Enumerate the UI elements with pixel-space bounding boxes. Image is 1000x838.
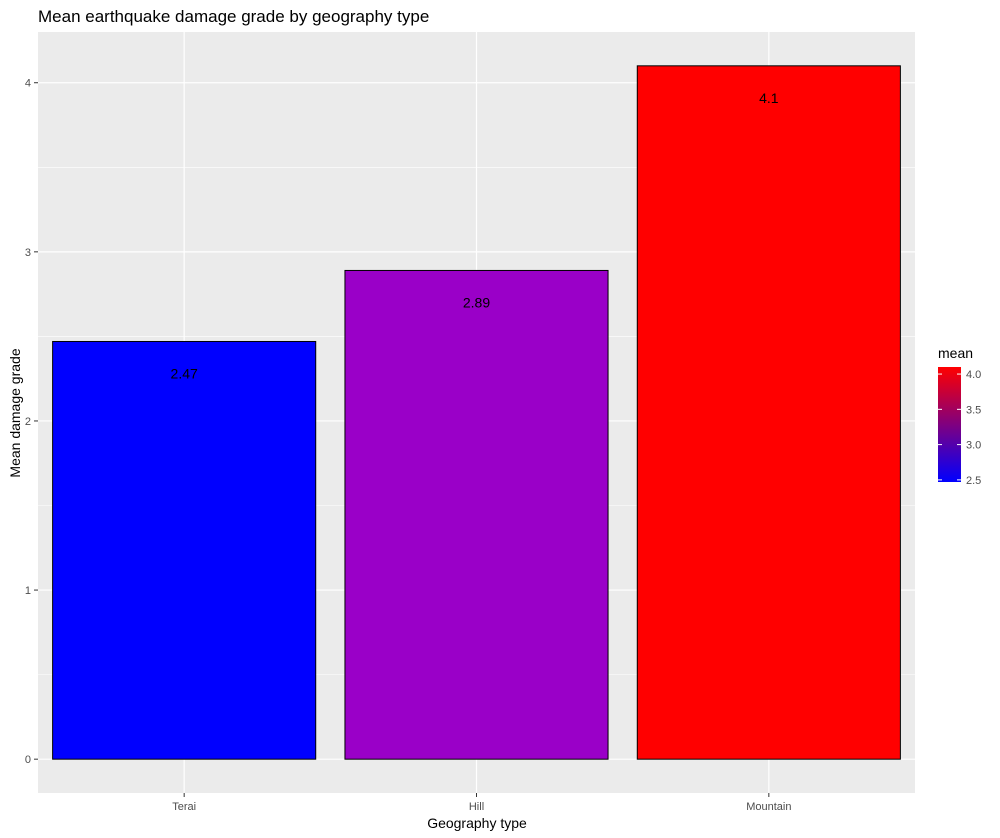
legend: mean 2.5 3.0 3.5 4.0 bbox=[938, 345, 981, 487]
bars bbox=[52, 65, 901, 760]
bar-mountain bbox=[636, 65, 901, 760]
data-label-mountain: 4.1 bbox=[759, 90, 779, 106]
y-tick-label: 2 bbox=[25, 416, 31, 428]
y-tick-label: 0 bbox=[25, 754, 31, 766]
legend-ticks: 2.5 3.0 3.5 4.0 bbox=[938, 369, 981, 487]
y-axis: 0 1 2 3 4 bbox=[25, 78, 38, 766]
y-tick-label: 1 bbox=[25, 585, 31, 597]
data-label-hill: 2.89 bbox=[463, 294, 490, 310]
legend-colorbar bbox=[938, 367, 961, 482]
bar-terai bbox=[52, 340, 317, 760]
legend-tick-label: 3.5 bbox=[966, 404, 981, 416]
x-tick-label: Terai bbox=[172, 801, 196, 813]
bar-hill bbox=[344, 269, 609, 760]
legend-tick-label: 3.0 bbox=[966, 440, 981, 452]
legend-tick-label: 2.5 bbox=[966, 475, 981, 487]
x-axis: Terai Hill Mountain bbox=[172, 793, 791, 813]
y-axis-title: Mean damage grade bbox=[7, 348, 23, 477]
data-labels: 2.47 2.89 4.1 bbox=[171, 90, 779, 382]
legend-title: mean bbox=[938, 345, 973, 361]
y-tick-label: 4 bbox=[25, 78, 31, 90]
x-tick-label: Hill bbox=[469, 801, 484, 813]
x-axis-title: Geography type bbox=[427, 815, 527, 831]
legend-tick-label: 4.0 bbox=[966, 369, 981, 381]
data-label-terai: 2.47 bbox=[171, 365, 198, 381]
x-tick-label: Mountain bbox=[746, 801, 791, 813]
y-tick-label: 3 bbox=[25, 247, 31, 259]
chart-title: Mean earthquake damage grade by geograph… bbox=[38, 7, 429, 26]
